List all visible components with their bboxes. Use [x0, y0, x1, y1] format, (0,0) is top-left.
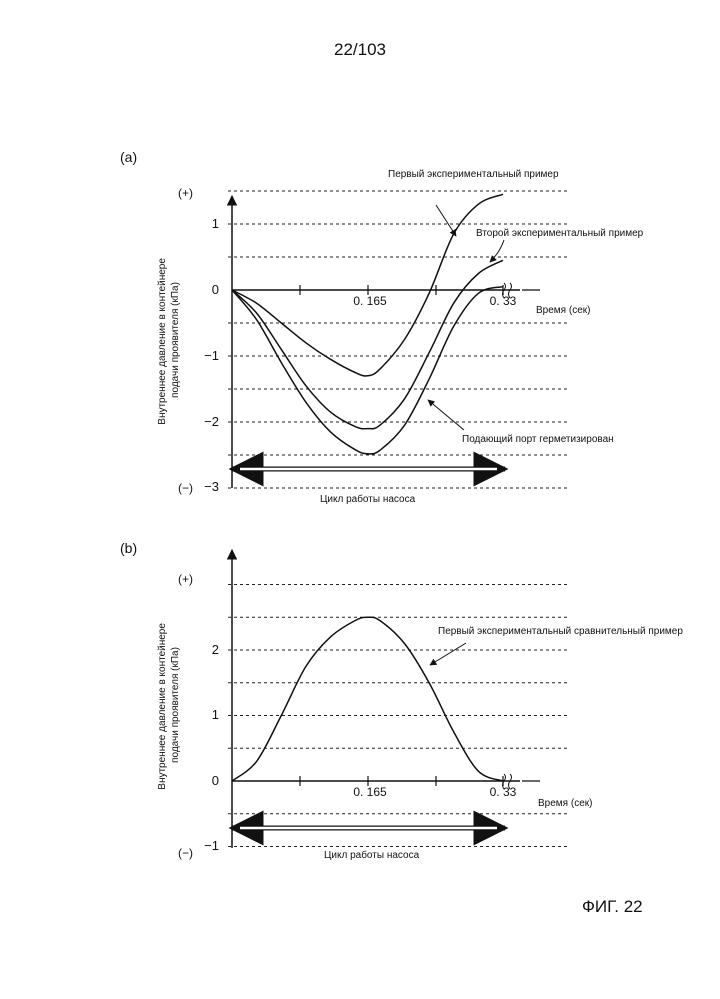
panel-a-series-label: Подающий порт герметизирован — [462, 434, 614, 445]
panel-a-ytick-label: 0 — [212, 282, 219, 297]
panel-b-series-label: Первый экспериментальный сравнительный п… — [438, 626, 683, 637]
panel-b-y-axis-label-line: Внутреннее давление в контейнере — [157, 623, 168, 790]
panel-a-xtick-label: 0. 33 — [490, 294, 517, 308]
panel-a-cycle-label: Цикл работы насоса — [320, 493, 416, 505]
panel-a-y-axis-label: Внутреннее давление в контейнере подачи … — [157, 255, 181, 424]
panel-a-series-3-pointer — [428, 400, 464, 430]
panel-b-ytick-label: 0 — [212, 773, 219, 788]
panel-b-y-axis-label: Внутреннее давление в контейнере подачи … — [157, 620, 181, 789]
panel-a-ytick-label: −2 — [204, 414, 219, 429]
panel-a-ytick-label: −1 — [204, 348, 219, 363]
panel-b-gridlines — [228, 585, 568, 847]
panel-b-y-sign-bottom: (−) — [178, 846, 193, 860]
panel-a-series-1-pointer — [436, 205, 456, 236]
panel-b-ytick-label: −1 — [204, 838, 219, 853]
panel-a-series-label: Второй экспериментальный пример — [476, 228, 644, 239]
panel-a-ytick-label: −3 — [204, 479, 219, 494]
panel-a-y-axis-label-line: подачи проявителя (кПа) — [170, 282, 181, 398]
panel-a-y-axis-label-line: Внутреннее давление в контейнере — [157, 258, 168, 425]
panel-b-y-sign-top: (+) — [178, 572, 193, 586]
panel-b-series-line-1 — [232, 617, 503, 781]
panel-b-ytick-label: 2 — [212, 642, 219, 657]
panel-b-xtick-label: 0. 165 — [353, 785, 387, 799]
panel-a: (a) (+) (−) 1 0 −1 −2 −3 0. 165 0. 33 Вр… — [120, 149, 644, 505]
panel-b-cycle-label: Цикл работы насоса — [324, 849, 420, 861]
panel-b-series-group — [232, 617, 503, 781]
panel-a-ytick-label: 1 — [212, 216, 219, 231]
panel-b-ytick-label: 1 — [212, 707, 219, 722]
panel-b-label: (b) — [120, 540, 137, 556]
panel-a-y-sign-bottom: (−) — [178, 481, 193, 495]
panel-a-xtick-label: 0. 165 — [353, 294, 387, 308]
panel-a-series-group — [232, 194, 503, 454]
panel-b: (b) (+) (−) 2 1 0 −1 0. 165 0. 33 Время … — [120, 540, 683, 861]
panel-a-series-label: Первый экспериментальный пример — [388, 169, 559, 180]
panel-b-series-1-pointer — [430, 643, 466, 665]
panel-a-series-2-pointer — [490, 240, 504, 262]
panel-b-y-axis-label-line: подачи проявителя (кПа) — [170, 647, 181, 763]
figure-label: ФИГ. 22 — [582, 897, 643, 917]
panel-a-x-axis-label: Время (сек) — [536, 305, 590, 316]
panel-a-label: (a) — [120, 149, 137, 165]
panel-a-y-sign-top: (+) — [178, 186, 193, 200]
panel-b-x-axis-label: Время (сек) — [538, 798, 592, 809]
panel-b-xtick-label: 0. 33 — [490, 785, 517, 799]
